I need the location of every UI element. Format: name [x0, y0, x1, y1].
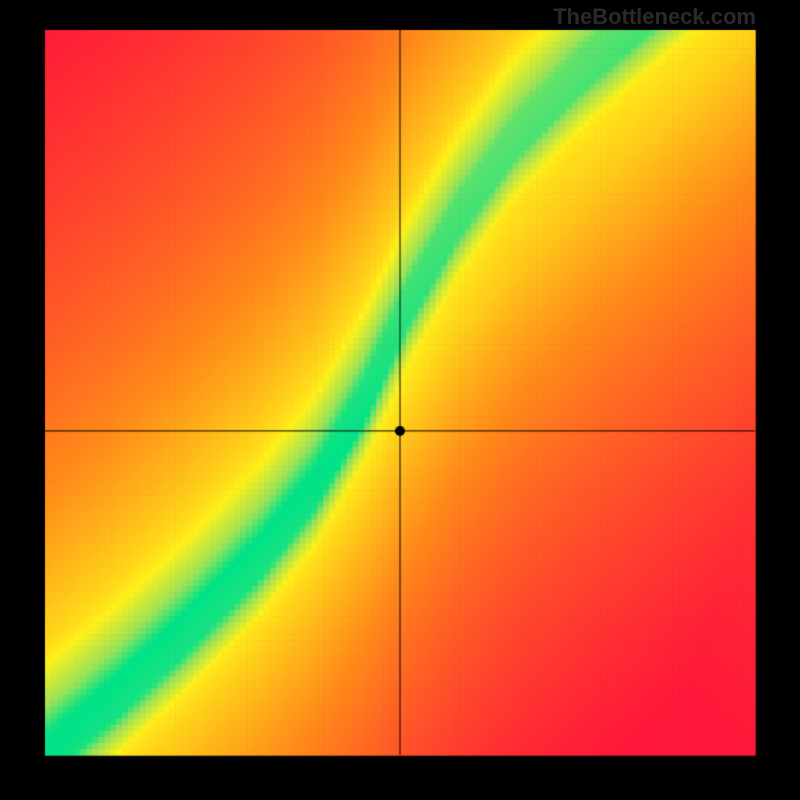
watermark-text: TheBottleneck.com [553, 4, 756, 30]
chart-stage: { "canvas": { "width": 800, "height": 80… [0, 0, 800, 800]
bottleneck-heatmap-canvas [0, 0, 800, 800]
